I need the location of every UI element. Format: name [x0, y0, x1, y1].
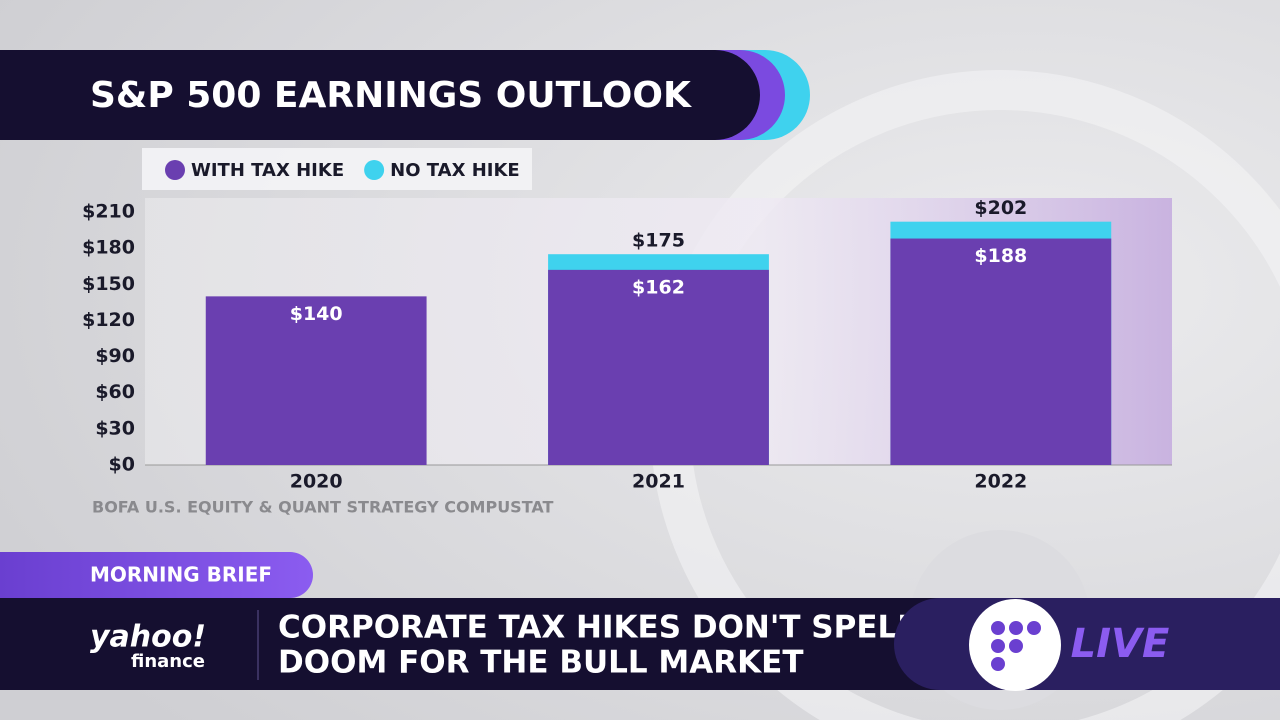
x-tick-label: 2022	[974, 471, 1027, 493]
value-label: $175	[632, 230, 685, 252]
y-tick-label: $30	[95, 417, 135, 439]
value-label: $188	[974, 245, 1027, 267]
legend-box	[142, 148, 532, 190]
y-tick-label: $120	[82, 309, 135, 331]
x-tick-label: 2020	[290, 471, 343, 493]
title-banner	[0, 50, 760, 140]
badge-dots	[991, 621, 1041, 671]
legend-swatch	[165, 160, 185, 180]
logo: yahoo!	[90, 620, 206, 655]
bar	[890, 238, 1112, 465]
live-label: LIVE	[1071, 621, 1170, 667]
x-tick-label: 2021	[632, 471, 685, 493]
bar	[205, 296, 427, 465]
segment-pill	[0, 552, 313, 598]
legend-swatch	[364, 160, 385, 180]
logo-sub: finance	[131, 651, 205, 672]
y-tick-label: $150	[82, 273, 135, 295]
segment-label: MORNING BRIEF	[90, 563, 272, 587]
y-tick-label: $210	[82, 201, 135, 223]
source-note: BOFA U.S. EQUITY & QUANT STRATEGY COMPUS…	[92, 498, 554, 517]
y-tick-label: $60	[95, 381, 135, 403]
legend-label: NO TAX HIKE	[390, 160, 520, 181]
legend-label: WITH TAX HIKE	[191, 160, 344, 181]
y-tick-label: $0	[109, 454, 135, 476]
headline-line: DOOM FOR THE BULL MARKET	[278, 645, 804, 681]
headline-line: CORPORATE TAX HIKES DON'T SPELL	[278, 610, 917, 646]
value-label: $162	[632, 276, 685, 298]
value-label: $202	[974, 197, 1027, 219]
chart-title: S&P 500 EARNINGS OUTLOOK	[90, 75, 692, 116]
y-tick-label: $90	[95, 345, 135, 367]
bar	[548, 269, 769, 465]
value-label: $140	[290, 303, 343, 325]
y-tick-label: $180	[82, 237, 135, 259]
